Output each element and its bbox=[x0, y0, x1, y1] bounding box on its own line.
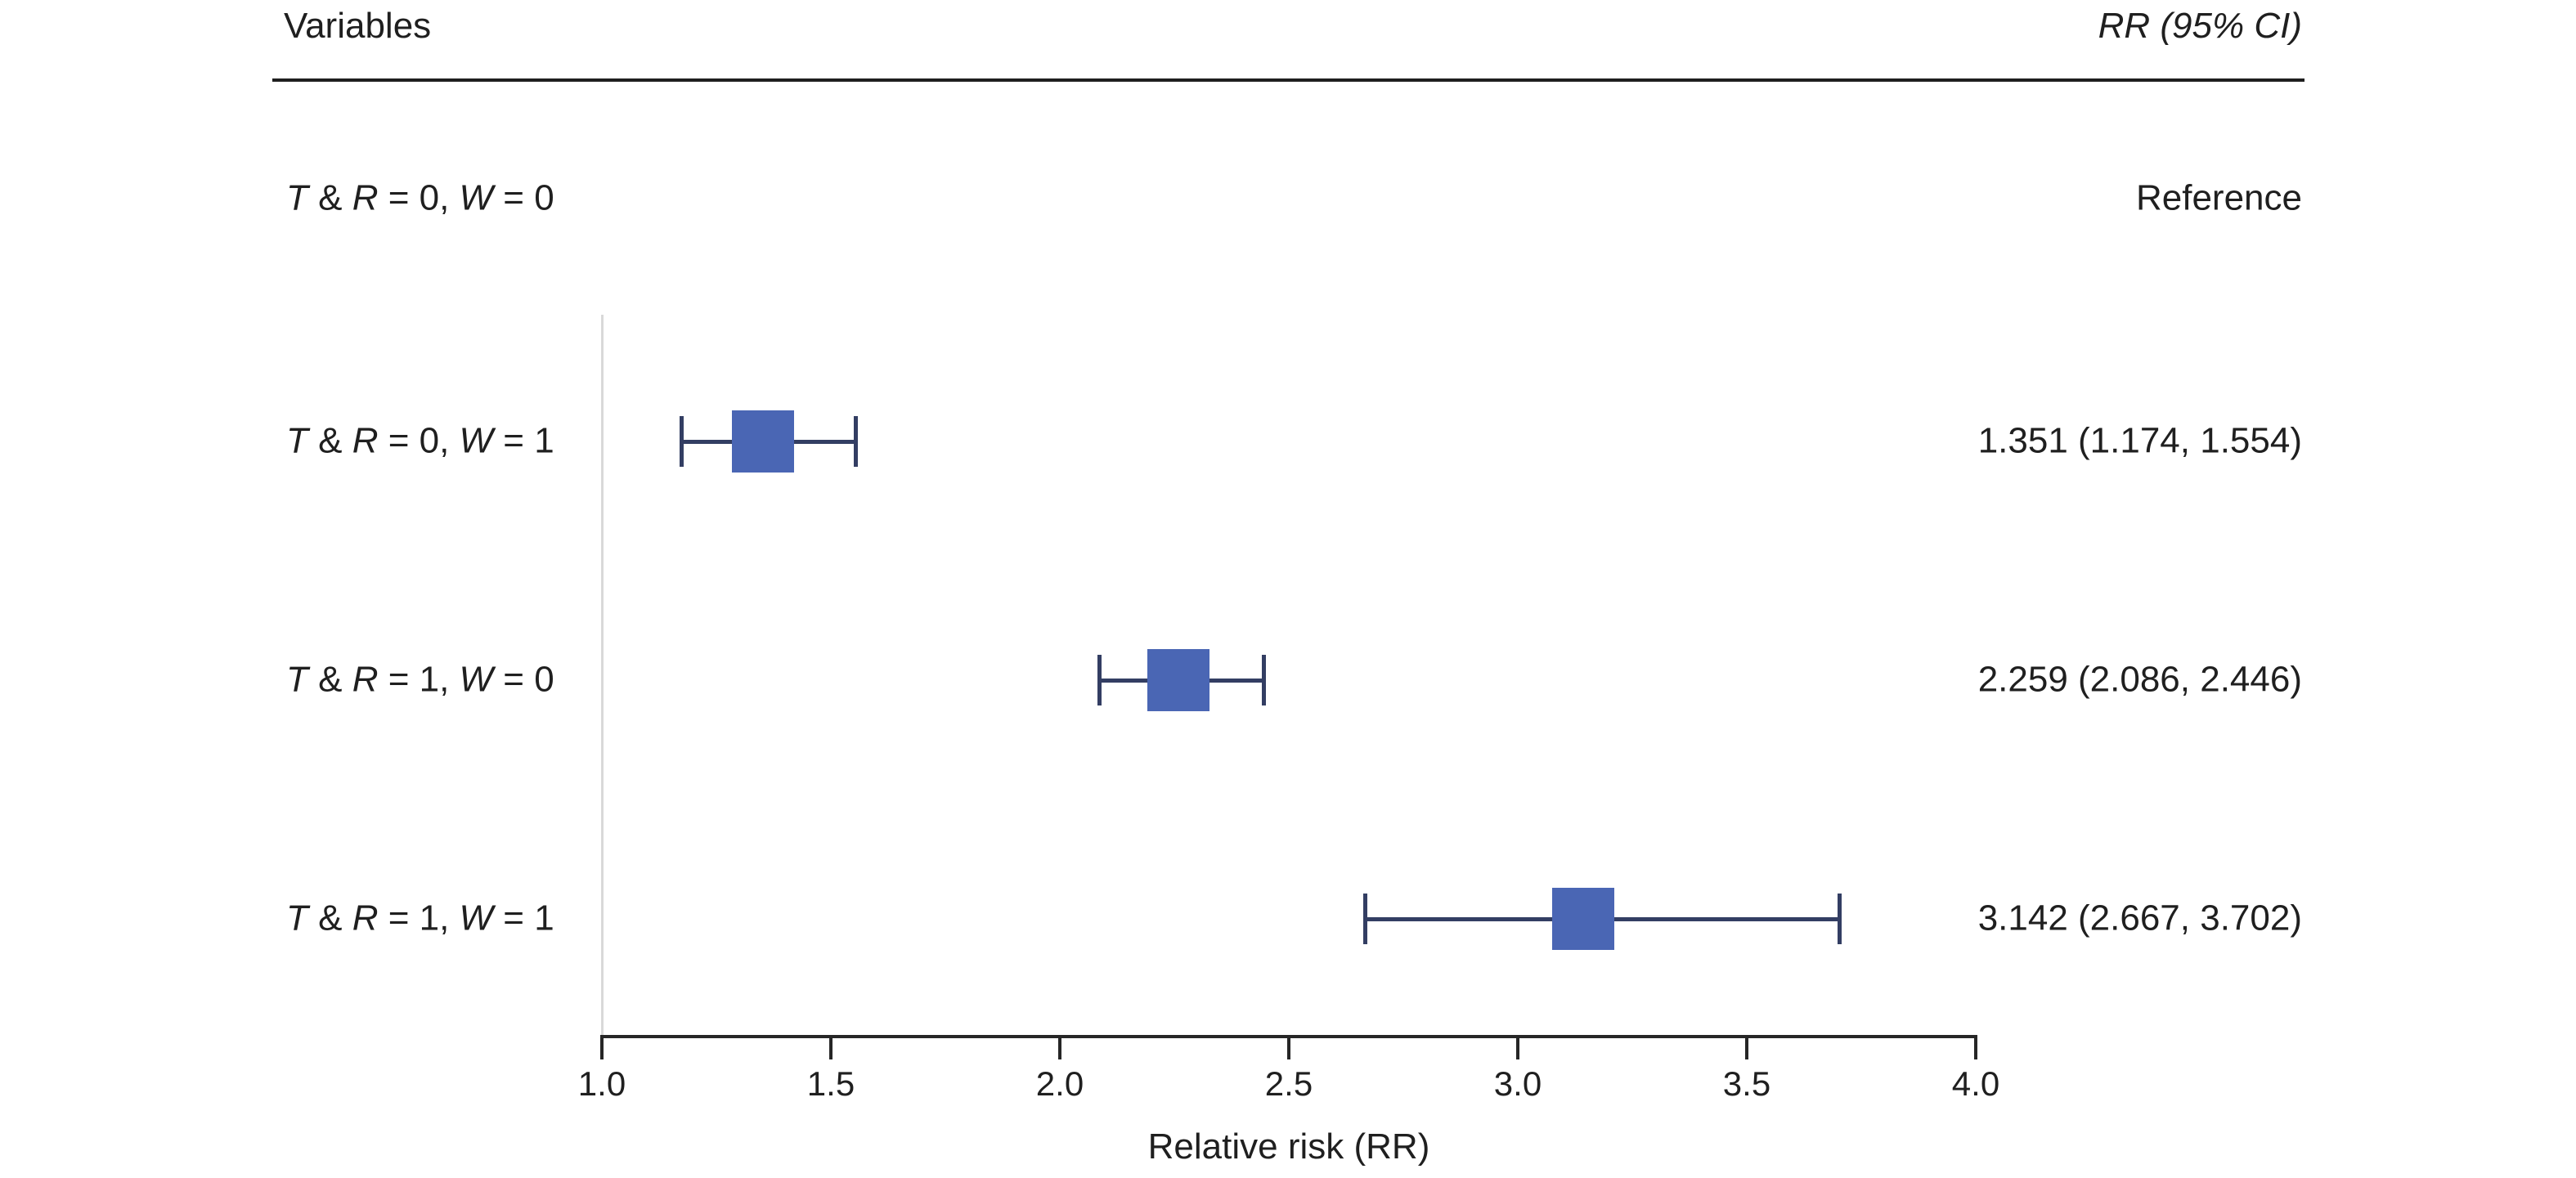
header-divider-rule bbox=[272, 78, 2304, 82]
x-axis-tick bbox=[829, 1035, 832, 1059]
ci-cap-left bbox=[1097, 655, 1102, 705]
ci-cap-right bbox=[1262, 655, 1267, 705]
label-text: = 0 bbox=[493, 659, 554, 700]
row-label: T & R = 0, W = 1 bbox=[286, 421, 554, 463]
x-axis-tick-label: 3.0 bbox=[1493, 1064, 1542, 1103]
x-axis-tick-label: 4.0 bbox=[1951, 1064, 2000, 1103]
rr-ci-value: 2.259 (2.086, 2.446) bbox=[1977, 659, 2302, 700]
variable-symbol: R bbox=[352, 177, 379, 218]
ci-cap-left bbox=[679, 416, 684, 467]
label-text: & bbox=[307, 420, 352, 461]
ci-cap-right bbox=[1837, 894, 1842, 944]
variable-symbol: R bbox=[352, 420, 379, 461]
row-label: T & R = 1, W = 0 bbox=[286, 660, 554, 701]
x-axis-title: Relative risk (RR) bbox=[1147, 1126, 1430, 1167]
variable-symbol: R bbox=[352, 659, 379, 700]
x-axis-tick bbox=[600, 1035, 604, 1059]
variable-symbol: R bbox=[352, 898, 379, 938]
label-text: = 1 bbox=[493, 420, 554, 461]
label-text: & bbox=[307, 898, 352, 938]
x-axis-tick-label: 1.0 bbox=[577, 1064, 626, 1103]
rr-ci-value: 1.351 (1.174, 1.554) bbox=[1977, 420, 2302, 461]
label-text: & bbox=[307, 659, 352, 700]
label-text: & bbox=[307, 177, 352, 218]
ci-cap-right bbox=[853, 416, 858, 467]
variable-symbol: T bbox=[286, 898, 308, 938]
label-text: = 0 bbox=[493, 177, 554, 218]
ci-cap-left bbox=[1363, 894, 1368, 944]
x-axis-tick-label: 1.5 bbox=[806, 1064, 855, 1103]
label-text: = 0, bbox=[378, 177, 460, 218]
variable-symbol: W bbox=[459, 177, 494, 218]
reference-baseline bbox=[600, 315, 604, 1038]
x-axis-tick bbox=[1974, 1035, 1977, 1059]
label-text: = 0, bbox=[378, 420, 460, 461]
x-axis-tick bbox=[1058, 1035, 1061, 1059]
variable-symbol: W bbox=[459, 420, 494, 461]
x-axis-tick-label: 2.5 bbox=[1264, 1064, 1313, 1103]
row-label: T & R = 1, W = 1 bbox=[286, 898, 554, 940]
column-header-variables: Variables bbox=[284, 6, 432, 46]
x-axis-tick-label: 2.0 bbox=[1035, 1064, 1084, 1103]
variable-symbol: W bbox=[459, 898, 494, 938]
column-header-rr-ci: RR (95% CI) bbox=[2098, 6, 2302, 46]
rr-point-estimate-box bbox=[1551, 888, 1614, 950]
x-axis-tick bbox=[1516, 1035, 1519, 1059]
rr-point-estimate-box bbox=[731, 410, 794, 473]
label-text: = 1, bbox=[378, 898, 460, 938]
rr-ci-value: Reference bbox=[2135, 177, 2302, 218]
rr-ci-value: 3.142 (2.667, 3.702) bbox=[1977, 898, 2302, 938]
label-text: = 1 bbox=[493, 898, 554, 938]
variable-symbol: T bbox=[286, 177, 308, 218]
x-axis-tick-label: 3.5 bbox=[1722, 1064, 1771, 1103]
variable-symbol: T bbox=[286, 659, 308, 700]
label-text: = 1, bbox=[378, 659, 460, 700]
x-axis-tick bbox=[1745, 1035, 1748, 1059]
rr-point-estimate-box bbox=[1147, 649, 1210, 711]
row-label: T & R = 0, W = 0 bbox=[286, 178, 554, 220]
variable-symbol: T bbox=[286, 420, 308, 461]
x-axis-tick bbox=[1287, 1035, 1290, 1059]
variable-symbol: W bbox=[459, 659, 494, 700]
